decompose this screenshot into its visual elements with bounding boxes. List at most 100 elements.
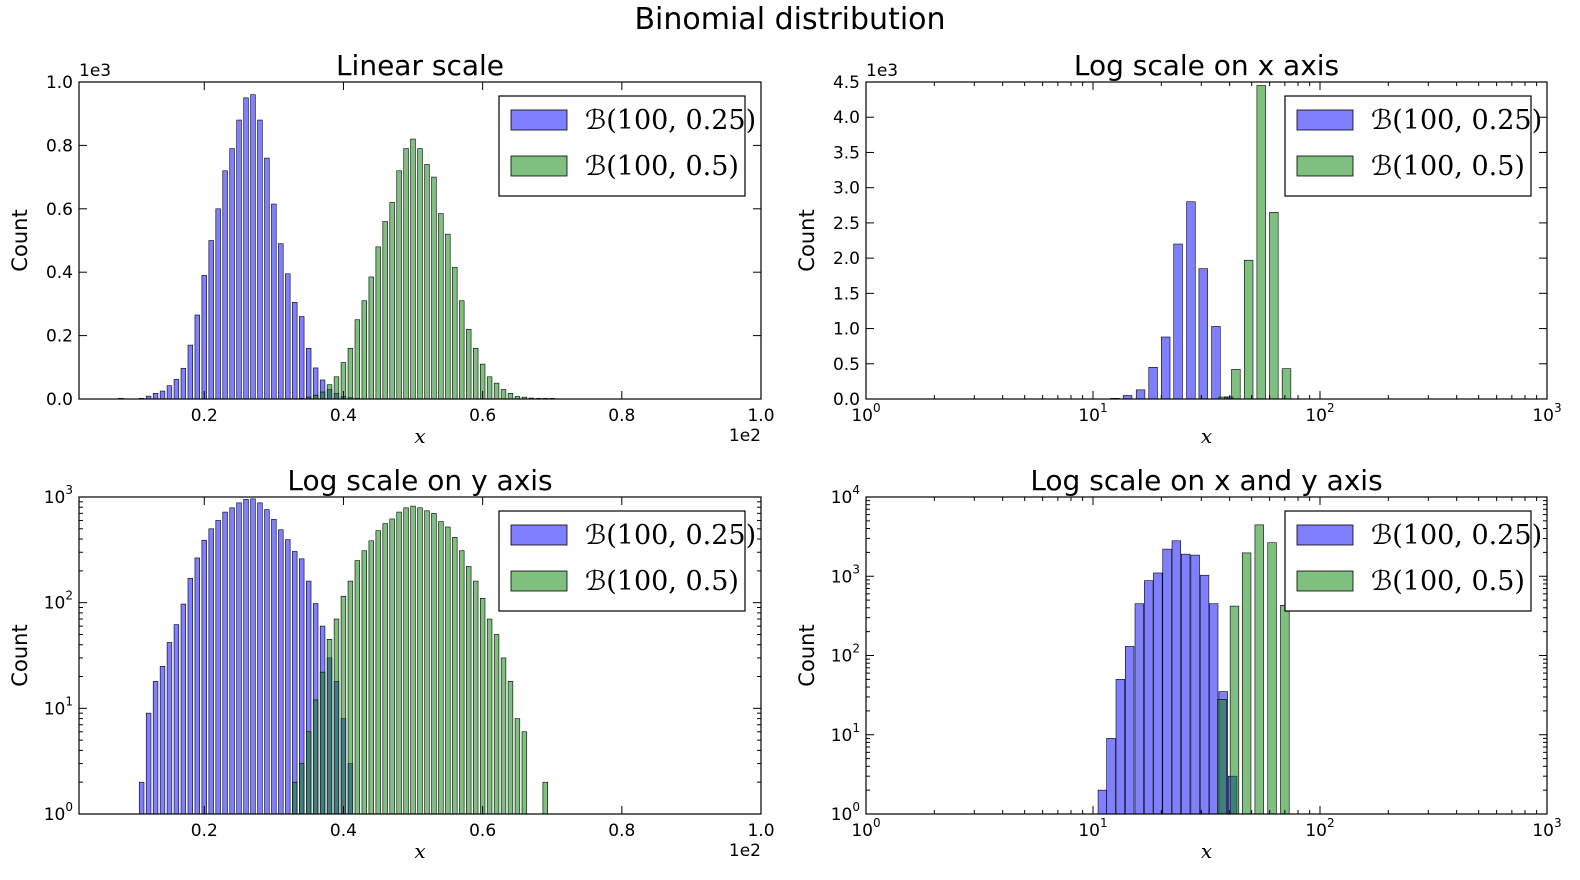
y-tick-label: 100 xyxy=(831,800,860,825)
bar-series-1 xyxy=(424,164,430,399)
x-tick-label: 102 xyxy=(1305,816,1334,841)
subplot-log-x: 100 101 102 103 0.0 0.5 1.0 1.5 2.0 2.5 3.0 3.5 4.0 4… xyxy=(795,49,1562,448)
bar-series-1 xyxy=(333,376,340,399)
x-tick-label: 1.0 xyxy=(747,406,774,426)
bar-series-0 xyxy=(1173,243,1183,399)
bar-series-1 xyxy=(493,382,500,399)
legend-label: ℬ(100, 0.5) xyxy=(1371,566,1525,597)
bar-series-1 xyxy=(333,618,340,814)
y-tick-label: 0.2 xyxy=(46,327,73,347)
bar-series-0 xyxy=(1211,326,1221,399)
legend-label: ℬ(100, 0.5) xyxy=(585,151,739,182)
y-tick-label: 101 xyxy=(44,694,73,719)
bar-series-0 xyxy=(1186,201,1196,399)
x-tick-label: 0.6 xyxy=(469,406,496,426)
x-tick-label: 0.2 xyxy=(191,821,218,841)
bar-series-1 xyxy=(292,781,298,814)
bar-series-0 xyxy=(145,395,152,399)
bar-series-1 xyxy=(368,276,374,399)
bar-series-1 xyxy=(486,376,493,399)
y-tick-label: 4.0 xyxy=(833,108,860,128)
y-tick-label: 102 xyxy=(44,589,73,614)
legend: ℬ(100, 0.25) ℬ(100, 0.5) xyxy=(498,95,756,197)
bar-series-1 xyxy=(326,384,333,399)
bar-series-1 xyxy=(1267,542,1277,814)
x-tick-label: 0.8 xyxy=(608,821,635,841)
bar-series-1 xyxy=(326,639,333,814)
y-offset-label: 1e3 xyxy=(866,61,898,81)
bar-series-1 xyxy=(459,550,465,814)
x-tick-label: 1.0 xyxy=(747,821,774,841)
bar-series-0 xyxy=(229,507,235,814)
bar-series-1 xyxy=(361,550,367,814)
bar-series-1 xyxy=(396,511,402,814)
bar-series-1 xyxy=(354,560,361,814)
bar-series-1 xyxy=(1254,524,1264,814)
bar-series-0 xyxy=(166,385,173,399)
legend: ℬ(100, 0.25) ℬ(100, 0.5) xyxy=(498,510,756,612)
bar-series-1 xyxy=(507,681,514,814)
bar-series-1 xyxy=(1218,396,1228,399)
bar-series-0 xyxy=(138,781,145,814)
y-tick-label: 0.0 xyxy=(46,390,73,410)
legend-label: ℬ(100, 0.5) xyxy=(1371,151,1525,182)
bar-series-0 xyxy=(243,97,249,399)
bar-series-0 xyxy=(180,603,187,814)
bar-series-0 xyxy=(271,203,277,399)
subplot-title: Log scale on y axis xyxy=(287,464,552,497)
axes-frame xyxy=(78,496,762,815)
y-tick-label: 4.5 xyxy=(833,73,860,93)
bar-series-0 xyxy=(292,302,298,399)
y-tick-label: 3.5 xyxy=(833,143,860,163)
bar-series-0 xyxy=(319,379,326,399)
bar-series-1 xyxy=(445,526,451,814)
bar-series-0 xyxy=(264,509,270,814)
bar-series-0 xyxy=(180,367,187,399)
bar-series-1 xyxy=(466,328,472,399)
bar-series-1 xyxy=(452,537,458,814)
bar-series-0 xyxy=(166,642,173,814)
bar-series-0 xyxy=(1162,548,1172,814)
bar-series-0 xyxy=(1148,366,1158,399)
y-tick-label: 0.8 xyxy=(46,136,73,156)
y-tick-label: 0.5 xyxy=(833,355,860,375)
bar-series-1 xyxy=(368,540,374,814)
subplot-linear-scale: 0.2 0.4 0.6 0.8 1.0 0.0 0.2 0.4 0.6 0.8 1.0 1e3 1e2 L… xyxy=(8,49,775,448)
bar-series-1 xyxy=(410,138,416,399)
subplot-title: Linear scale xyxy=(336,49,504,82)
bar-series-1 xyxy=(417,507,423,814)
bar-series-0 xyxy=(208,240,214,399)
bar-series-1 xyxy=(1229,605,1240,814)
bar-series-0 xyxy=(194,557,200,814)
y-tick-label: 3.0 xyxy=(833,179,860,199)
bar-series-1 xyxy=(312,699,319,814)
bar-series-1 xyxy=(507,392,514,399)
y-tick-label: 1.0 xyxy=(46,73,73,93)
legend: ℬ(100, 0.25) ℬ(100, 0.5) xyxy=(1284,95,1542,197)
bar-series-1 xyxy=(473,580,479,814)
bar-series-1 xyxy=(500,389,507,399)
y-tick-label: 0.4 xyxy=(46,263,73,283)
bar-series-0 xyxy=(278,529,284,814)
bar-series-1 xyxy=(1231,369,1241,399)
bar-series-0 xyxy=(159,390,166,399)
y-axis-label: Count xyxy=(8,209,32,271)
bar-series-0 xyxy=(292,551,298,814)
bar-series-0 xyxy=(1134,603,1144,814)
legend-swatch xyxy=(510,155,568,177)
x-tick-label: 101 xyxy=(1078,401,1107,426)
bar-series-0 xyxy=(215,520,221,814)
x-axis-label: x xyxy=(1201,839,1212,863)
bar-series-0 xyxy=(1209,603,1219,814)
bar-series-1 xyxy=(500,657,507,814)
bar-series-0 xyxy=(236,502,242,814)
bar-series-1 xyxy=(319,391,326,399)
legend-swatch xyxy=(1296,570,1354,592)
y-tick-label: 0.6 xyxy=(46,200,73,220)
bar-series-0 xyxy=(257,119,263,399)
x-offset-label: 1e2 xyxy=(729,426,761,446)
bar-series-0 xyxy=(152,392,159,399)
y-tick-label: 1.0 xyxy=(833,320,860,340)
x-tick-label: 100 xyxy=(851,816,880,841)
bar-series-0 xyxy=(250,498,256,814)
